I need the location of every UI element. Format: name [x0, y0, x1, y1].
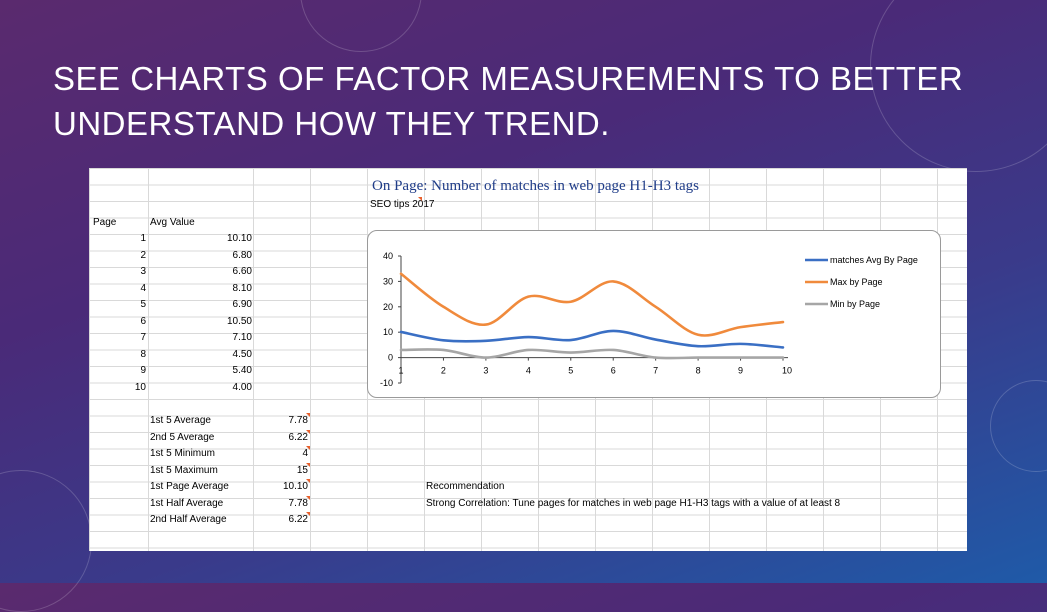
comment-flag	[306, 430, 310, 434]
header-page[interactable]: Page	[93, 217, 117, 228]
header-avg-value[interactable]: Avg Value	[150, 217, 195, 228]
recommendation-heading[interactable]: Recommendation	[426, 481, 505, 492]
decorative-ring	[990, 380, 1047, 472]
y-tick-label: 30	[383, 276, 393, 286]
stat-label[interactable]: 1st Half Average	[150, 498, 224, 509]
table-row-page[interactable]: 8	[140, 349, 146, 360]
table-row-page[interactable]: 2	[140, 250, 146, 261]
y-tick-label: 0	[388, 353, 393, 363]
x-tick-label: 7	[653, 366, 658, 376]
table-row-value[interactable]: 6.90	[232, 299, 252, 310]
table-row-value[interactable]: 7.10	[232, 332, 252, 343]
stat-label[interactable]: 1st 5 Maximum	[150, 465, 218, 476]
decorative-ring	[300, 0, 422, 52]
y-tick-label: -10	[380, 378, 393, 388]
stat-value[interactable]: 10.10	[282, 481, 308, 492]
table-row-value[interactable]: 5.40	[232, 365, 252, 376]
table-row-page[interactable]: 1	[140, 233, 146, 244]
table-row-page[interactable]: 7	[140, 332, 146, 343]
y-tick-label: 40	[383, 251, 393, 261]
chart-subtitle: SEO tips 2017	[370, 199, 435, 210]
series-line-avg	[399, 329, 785, 349]
comment-flag	[306, 413, 310, 417]
table-row-page[interactable]: 9	[140, 365, 146, 376]
table-row-page[interactable]: 10	[134, 382, 146, 393]
table-row-value[interactable]: 10.50	[226, 316, 252, 327]
table-row-page[interactable]: 4	[140, 283, 146, 294]
legend-avg-label: matches Avg By Page	[830, 255, 918, 265]
stat-value[interactable]: 15	[296, 465, 308, 476]
slide-title: SEE CHARTS OF FACTOR MEASUREMENTS TO BET…	[53, 56, 1003, 146]
x-tick-label: 5	[568, 366, 573, 376]
stat-value[interactable]: 6.22	[288, 432, 308, 443]
comment-flag	[418, 197, 422, 201]
stat-label[interactable]: 1st Page Average	[150, 481, 229, 492]
x-tick-label: 1	[398, 366, 403, 376]
table-row-page[interactable]: 3	[140, 266, 146, 277]
slide-title-line-2: UNDERSTAND HOW THEY TREND.	[53, 105, 610, 142]
x-tick-label: 2	[441, 366, 446, 376]
stat-value[interactable]: 6.22	[288, 514, 308, 525]
stat-value[interactable]: 4	[302, 448, 308, 459]
y-tick-label: 20	[383, 302, 393, 312]
table-row-value[interactable]: 6.80	[232, 250, 252, 261]
legend-min-label: Min by Page	[830, 299, 880, 309]
stat-label[interactable]: 1st 5 Average	[150, 415, 211, 426]
x-tick-label: 3	[483, 366, 488, 376]
line-chart: -10 0 10 20 30 40 1 2 3 4 5 6 7 8 9 10 matches Avg By Pa…	[380, 251, 918, 388]
stat-value[interactable]: 7.78	[288, 498, 308, 509]
slide-title-line-1: SEE CHARTS OF FACTOR MEASUREMENTS TO BET…	[53, 60, 964, 97]
grid-column-line	[310, 168, 311, 551]
stat-label[interactable]: 2nd 5 Average	[150, 432, 215, 443]
x-tick-label: 4	[526, 366, 531, 376]
series-line-max	[399, 272, 785, 337]
table-row-value[interactable]: 4.00	[232, 382, 252, 393]
decorative-ring	[0, 470, 92, 612]
x-tick-label: 10	[782, 366, 792, 376]
x-tick-label: 6	[611, 366, 616, 376]
spreadsheet: Page Avg Value 1 10.10 2 6.80 3 6.60 4 8…	[89, 168, 967, 551]
comment-flag	[306, 463, 310, 467]
table-row-page[interactable]: 6	[140, 316, 146, 327]
series-line-min	[399, 348, 785, 360]
chart-area[interactable]: -10 0 10 20 30 40 1 2 3 4 5 6 7 8 9 10 matches Avg By Pa…	[367, 230, 941, 398]
recommendation-text[interactable]: Strong Correlation: Tune pages for match…	[426, 498, 841, 509]
y-tick-label: 10	[383, 327, 393, 337]
x-tick-label: 9	[738, 366, 743, 376]
comment-flag	[306, 496, 310, 500]
comment-flag	[306, 479, 310, 483]
grid-column-line	[253, 168, 254, 551]
table-row-value[interactable]: 6.60	[232, 266, 252, 277]
table-row-value[interactable]: 10.10	[226, 233, 252, 244]
comment-flag	[306, 512, 310, 516]
stat-label[interactable]: 1st 5 Minimum	[150, 448, 216, 459]
legend-max-label: Max by Page	[830, 277, 883, 287]
grid-column-line	[148, 168, 149, 551]
chart-title: On Page: Number of matches in web page H…	[372, 178, 699, 194]
stat-label[interactable]: 2nd Half Average	[150, 514, 227, 525]
table-row-value[interactable]: 4.50	[232, 349, 252, 360]
table-row-page[interactable]: 5	[140, 299, 146, 310]
x-tick-label: 8	[696, 366, 701, 376]
table-row-value[interactable]: 8.10	[232, 283, 252, 294]
stat-value[interactable]: 7.78	[288, 415, 308, 426]
comment-flag	[306, 446, 310, 450]
